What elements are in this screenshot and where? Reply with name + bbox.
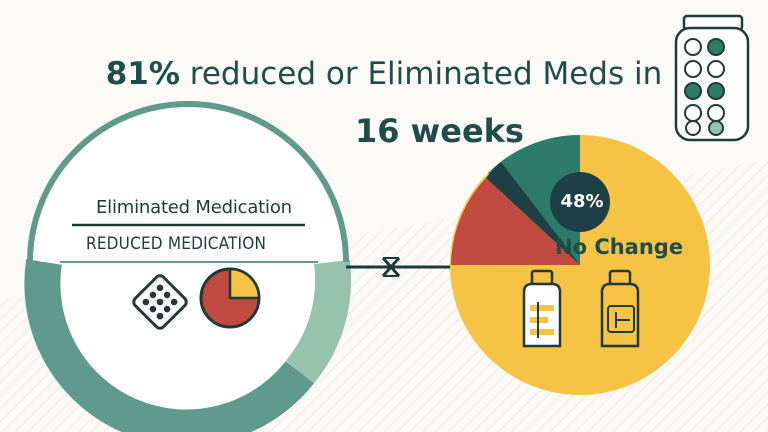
no-change-label: No Change	[555, 235, 684, 259]
left-circle	[24, 101, 352, 432]
pill-jar-icon	[674, 14, 750, 142]
eliminated-medication-label: Eliminated Medication	[96, 197, 292, 218]
headline-percent: 81%	[105, 56, 180, 92]
headline-text: reduced or Eliminated Meds in	[179, 56, 663, 92]
percent-badge: 48%	[560, 191, 604, 212]
pie-chart-icon	[199, 267, 261, 329]
medicine-bottle-icon	[522, 269, 562, 348]
connector-arrows-icon	[346, 257, 452, 277]
reduced-medication-label: REDUCED MEDICATION	[86, 234, 267, 254]
medicine-bottle-icon	[600, 269, 640, 348]
headline: 81% reduced or Eliminated Meds in	[0, 56, 768, 92]
headline-duration: 16 weeks	[355, 112, 524, 150]
pill-blister-icon	[132, 274, 188, 330]
right-pie	[450, 134, 710, 395]
